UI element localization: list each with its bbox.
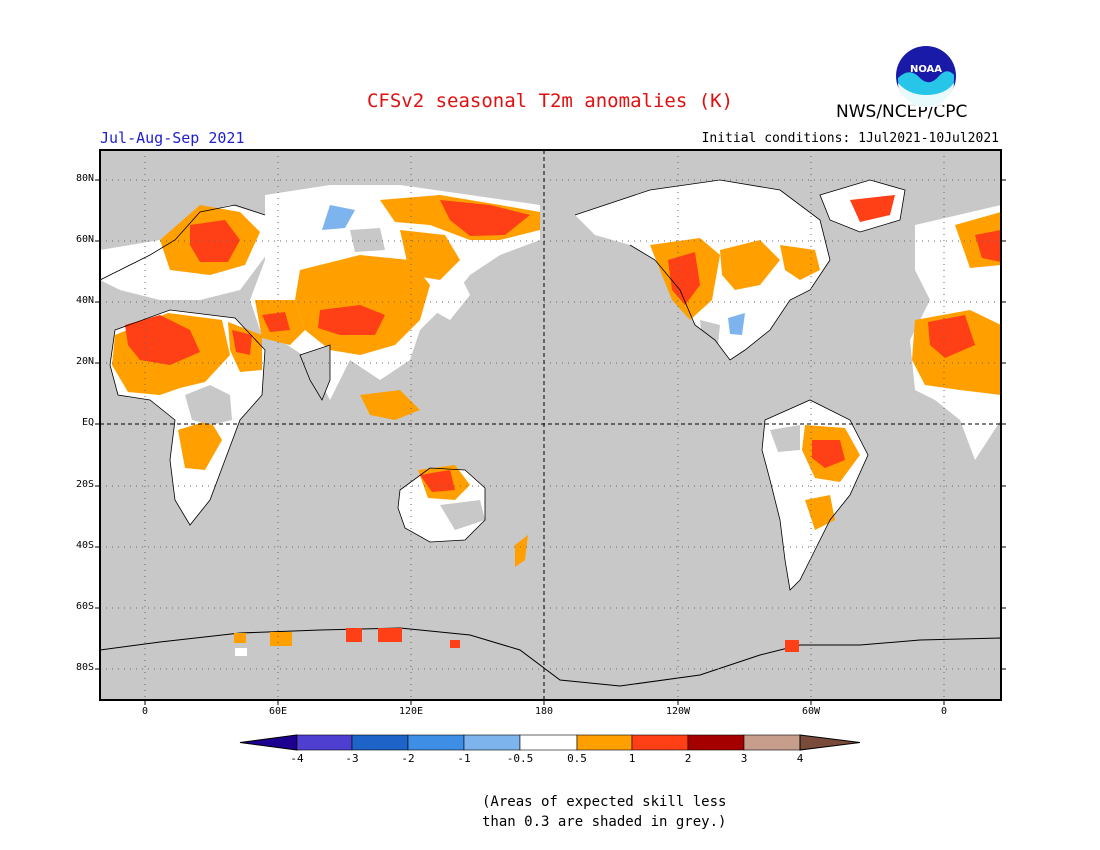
agency-label: NWS/NCEP/CPC	[836, 102, 968, 122]
asia-region	[250, 185, 540, 420]
lon-label-3: 180	[534, 706, 554, 717]
skill-note-line-2: than 0.3 are shaded in grey.)	[482, 814, 727, 830]
lat-label-20n: 20N	[75, 356, 94, 367]
lon-label-2: 120E	[398, 706, 424, 717]
noaa-logo: NOAA	[896, 46, 956, 107]
lon-label-5: 60W	[801, 706, 821, 717]
north-america-region	[575, 180, 905, 360]
lon-label-0: 0	[141, 706, 149, 717]
colorbar-tick-label: 0.5	[567, 752, 587, 765]
colorbar-tick-label: -2	[401, 752, 415, 765]
coastlines	[100, 179, 906, 591]
lat-label-40s: 40S	[75, 540, 94, 551]
colorbar-tick-label: 4	[796, 752, 804, 765]
lat-label-80s: 80S	[75, 662, 94, 673]
colorbar-tick-label: 2	[684, 752, 692, 765]
europe-africa-region-east	[910, 205, 1001, 460]
colorbar-tick-label: -3	[345, 752, 359, 765]
lon-label-1: 60E	[268, 706, 288, 717]
lon-label-6: 0	[940, 706, 948, 717]
logo-text: NOAA	[910, 64, 942, 75]
initial-conditions: Initial conditions: 1Jul2021-10Jul2021	[701, 131, 999, 146]
antarctica-region	[100, 627, 1001, 700]
lat-label-80n: 80N	[75, 173, 94, 184]
colorbar-tick-label: 1	[628, 752, 636, 765]
map-frame	[99, 149, 1002, 701]
map-title: CFSv2 seasonal T2m anomalies (K)	[366, 90, 734, 112]
australia-region	[398, 465, 528, 567]
colorbar-tick-label: -0.5	[506, 752, 534, 765]
colorbar-tick-label: -4	[290, 752, 304, 765]
skill-note: (Areas of expected skill less than 0.3 a…	[482, 792, 726, 832]
axis-ticks	[95, 179, 1006, 705]
skill-note-line-1: (Areas of expected skill less	[482, 794, 727, 810]
graticule	[100, 150, 1001, 700]
lat-label-60n: 60N	[75, 234, 94, 245]
forecast-period: Jul-Aug-Sep 2021	[100, 129, 245, 147]
south-america-region	[762, 400, 868, 590]
lat-label-eq: EQ	[81, 417, 94, 428]
lat-label-20s: 20S	[75, 479, 94, 490]
lon-label-4: 120W	[665, 706, 691, 717]
colorbar-tick-label: -1	[457, 752, 471, 765]
lat-label-60s: 60S	[75, 601, 94, 612]
lat-label-40n: 40N	[75, 295, 94, 306]
colorbar-tick-label: 3	[740, 752, 748, 765]
